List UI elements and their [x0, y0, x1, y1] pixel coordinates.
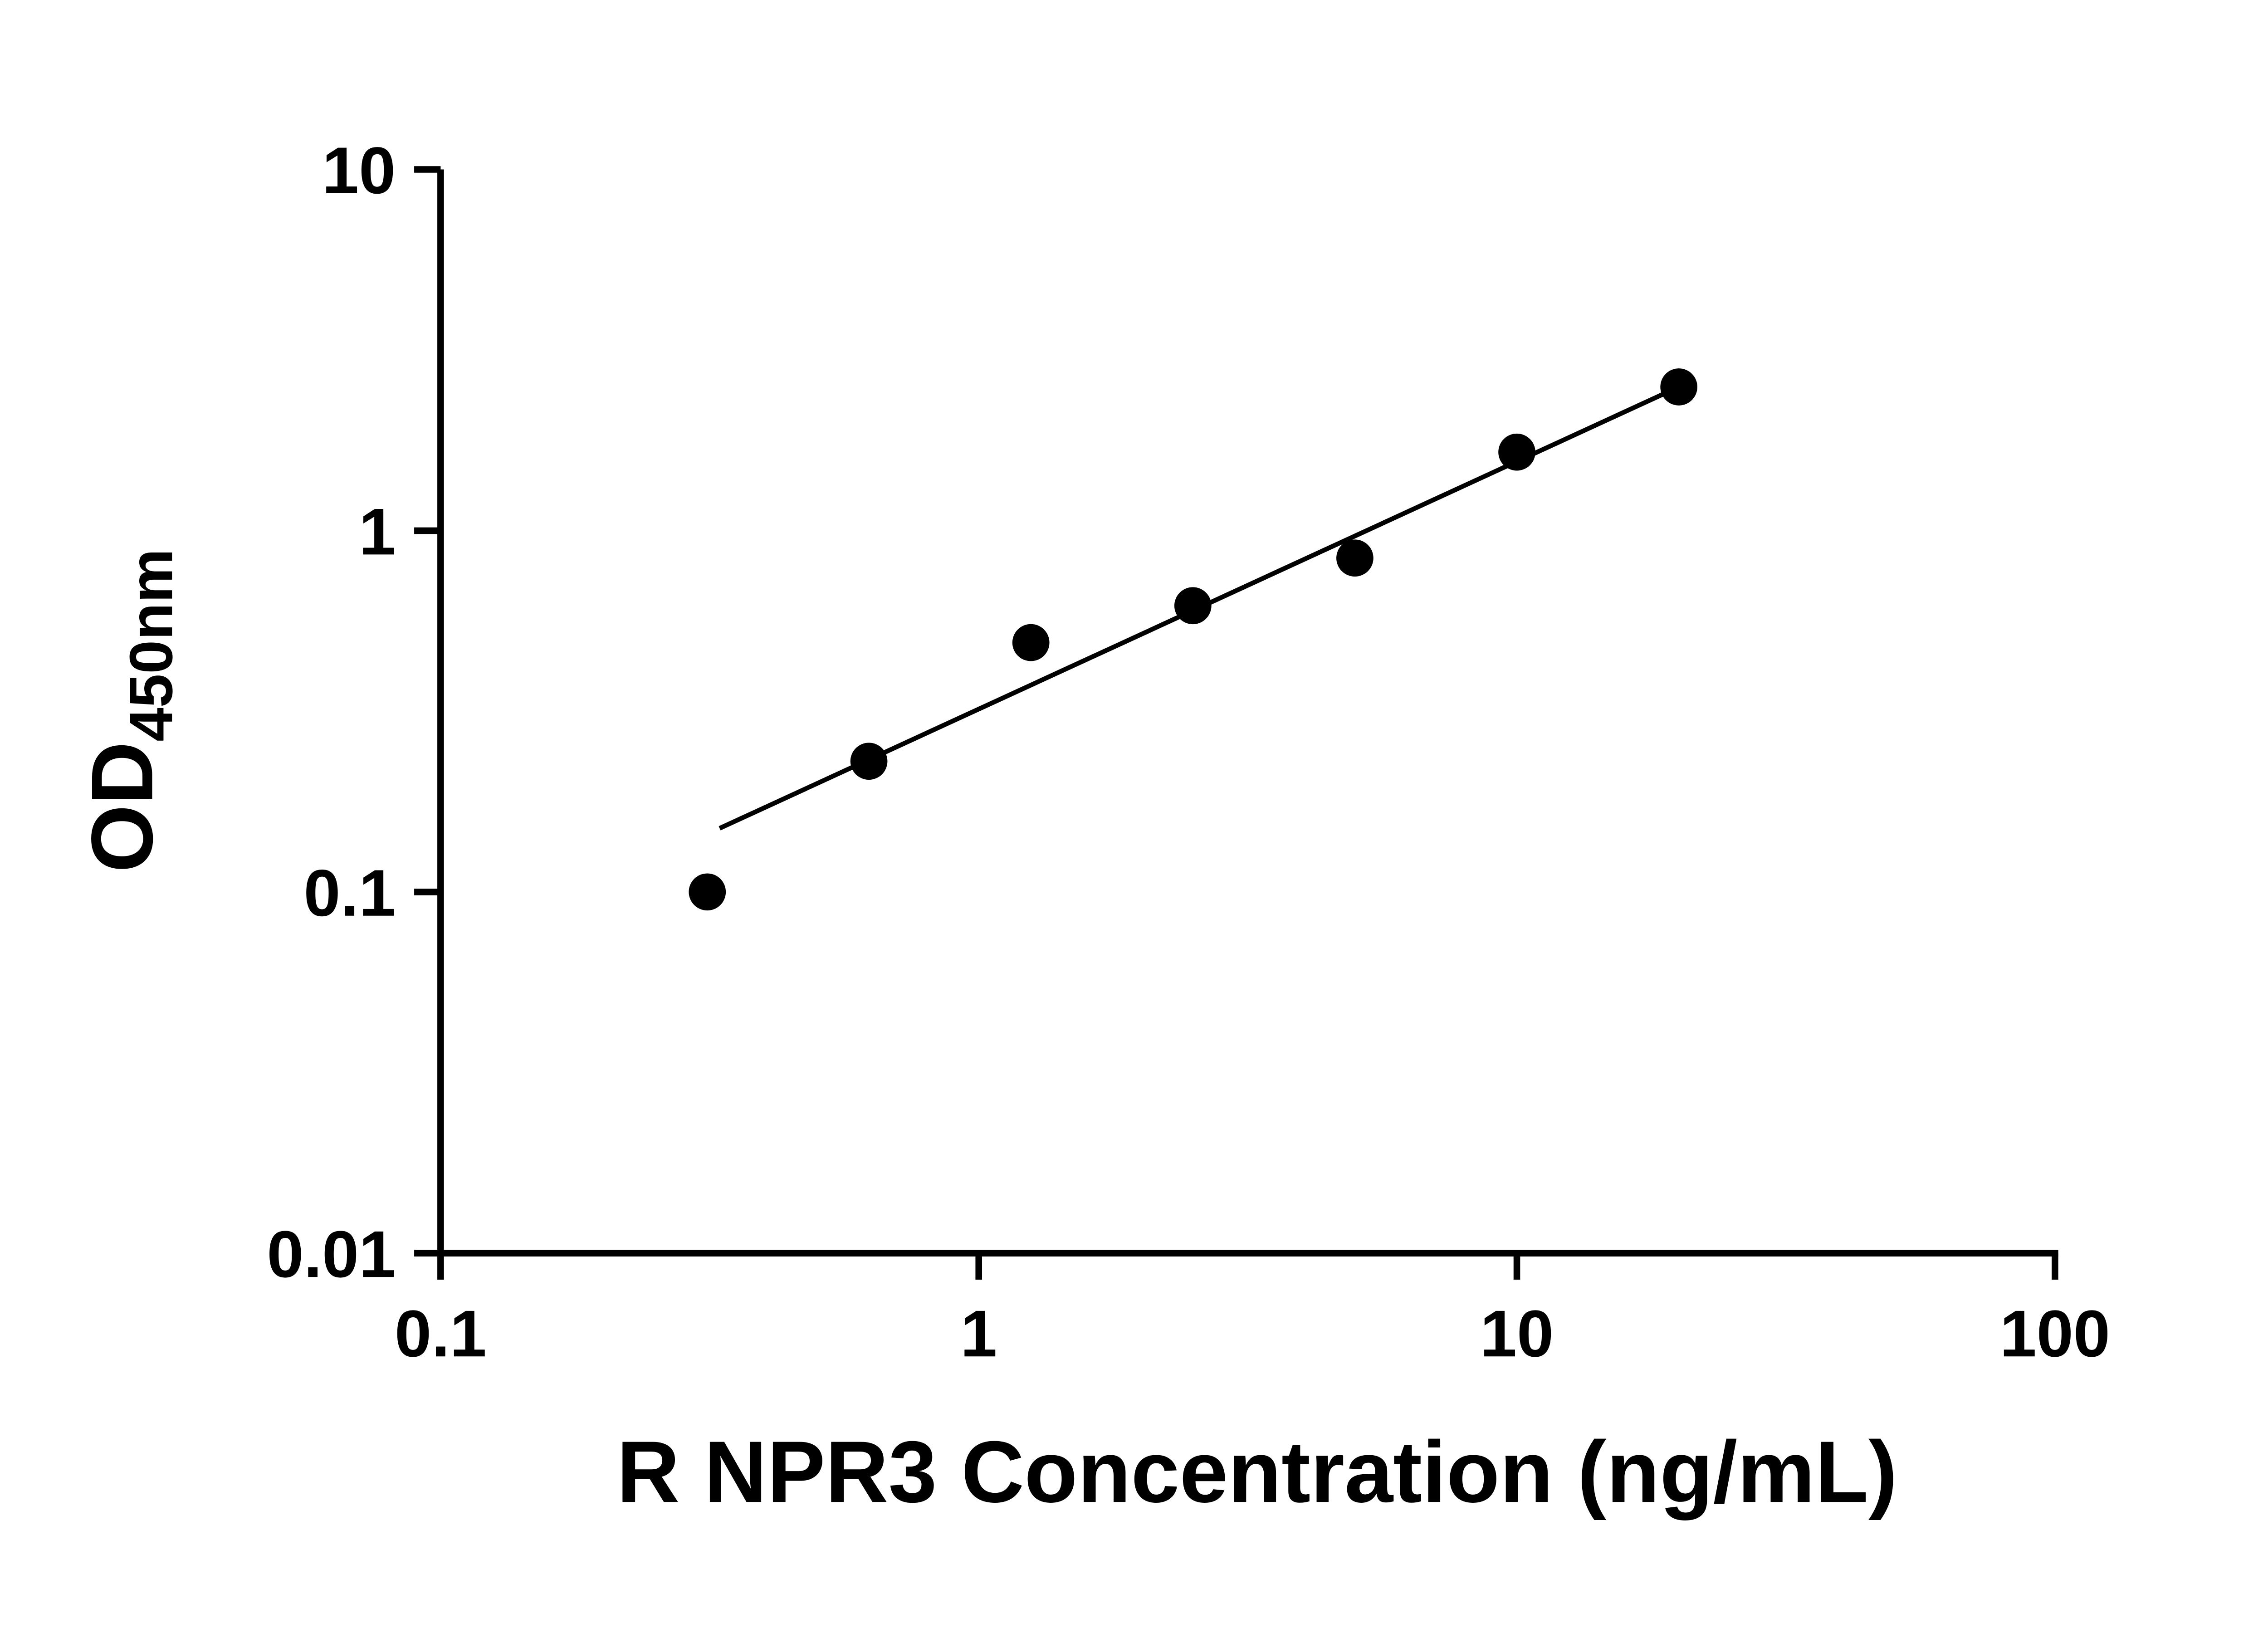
data-point — [1174, 587, 1212, 625]
y-axis-title-main: OD — [73, 742, 171, 873]
data-point — [1660, 368, 1697, 406]
data-point — [1012, 624, 1050, 661]
x-tick-label: 100 — [2000, 1296, 2110, 1370]
y-tick-label: 0.1 — [303, 856, 396, 930]
data-point — [850, 743, 888, 780]
x-axis-title: R NPR3 Concentration (ng/mL) — [617, 1423, 1898, 1521]
y-tick-label: 1 — [359, 494, 396, 568]
data-point — [689, 873, 726, 911]
x-tick-label: 0.1 — [395, 1296, 487, 1370]
data-point — [1498, 433, 1535, 471]
y-tick-label: 10 — [322, 133, 396, 207]
data-point — [1336, 539, 1374, 577]
y-axis-title: OD450nm — [73, 549, 185, 873]
x-tick-label: 1 — [960, 1296, 997, 1370]
y-axis-title-sub: 450nm — [117, 549, 185, 742]
y-tick-label: 0.01 — [267, 1217, 396, 1291]
x-tick-label: 10 — [1480, 1296, 1554, 1370]
